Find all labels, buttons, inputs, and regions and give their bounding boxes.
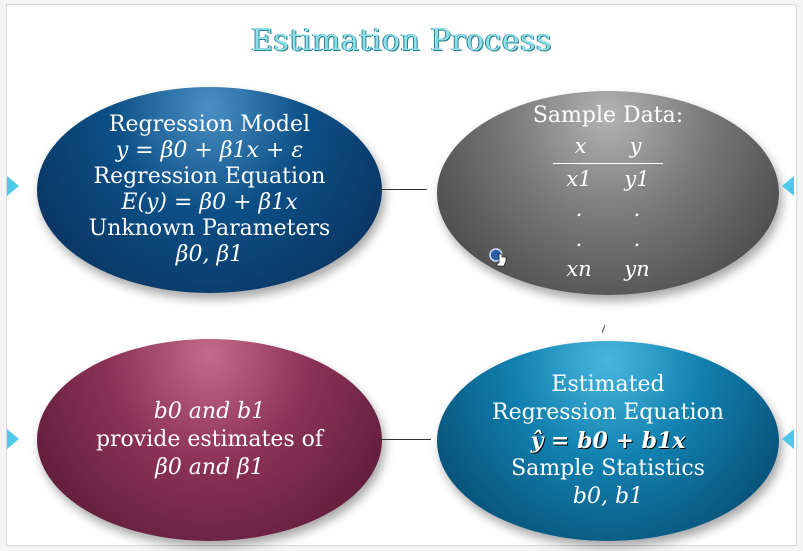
slide: Estimation Process Regression Model y = …	[6, 4, 797, 546]
unknown-parameters-heading: Unknown Parameters	[88, 216, 331, 241]
estimated-equation: ŷ = b0 + b1x	[530, 428, 686, 454]
cell-y: .	[633, 196, 641, 221]
estimated-regression-heading: Regression Equation	[492, 400, 724, 425]
estimated-heading: Estimated	[551, 372, 665, 397]
nav-prev-top-icon[interactable]	[7, 176, 19, 196]
cell-y: .	[633, 226, 641, 251]
cell-y: yn	[624, 256, 650, 281]
table-row: xn yn	[550, 254, 666, 284]
column-x: x	[574, 133, 587, 158]
sample-data-heading: Sample Data:	[532, 102, 684, 128]
cell-x: x1	[566, 166, 592, 191]
estimates-ellipse: b0 and b1 provide estimates of β0 and β1	[37, 339, 382, 541]
estimates-line-3: β0 and β1	[155, 455, 264, 480]
hand-pointer-icon	[489, 248, 507, 267]
table-row: . .	[550, 224, 666, 254]
estimated-regression-ellipse: Estimated Regression Equation ŷ = b0 + b…	[437, 341, 779, 541]
nav-next-bottom-icon[interactable]	[782, 429, 794, 449]
model-heading: Regression Model	[108, 112, 311, 137]
estimates-line-1: b0 and b1	[153, 399, 266, 424]
sample-statistics: b0, b1	[572, 484, 644, 509]
connector-tick	[601, 325, 606, 333]
cell-x: xn	[566, 256, 592, 281]
regression-model-ellipse: Regression Model y = β0 + β1x + ε Regres…	[37, 87, 382, 293]
cell-y: y1	[624, 166, 650, 191]
unknown-parameters: β0, β1	[175, 242, 244, 267]
sample-data-table: x y x1 y1 . . . . xn yn	[550, 131, 666, 284]
nav-next-top-icon[interactable]	[782, 176, 794, 196]
sample-table-header: x y	[553, 131, 663, 164]
sample-statistics-heading: Sample Statistics	[511, 456, 705, 481]
nav-prev-bottom-icon[interactable]	[7, 429, 19, 449]
connector-estimated-to-estimates	[379, 439, 431, 440]
page-title: Estimation Process	[251, 23, 552, 58]
table-row: x1 y1	[550, 164, 666, 194]
cell-x: .	[575, 196, 583, 221]
expected-value-equation: E(y) = β0 + β1x	[121, 190, 298, 215]
estimates-line-2: provide estimates of	[95, 427, 324, 452]
cell-x: .	[575, 226, 583, 251]
column-y: y	[629, 133, 642, 158]
model-equation: y = β0 + β1x + ε	[115, 138, 304, 163]
connector-model-to-sample	[379, 189, 427, 190]
regression-equation-heading: Regression Equation	[93, 164, 326, 189]
table-row: . .	[550, 194, 666, 224]
